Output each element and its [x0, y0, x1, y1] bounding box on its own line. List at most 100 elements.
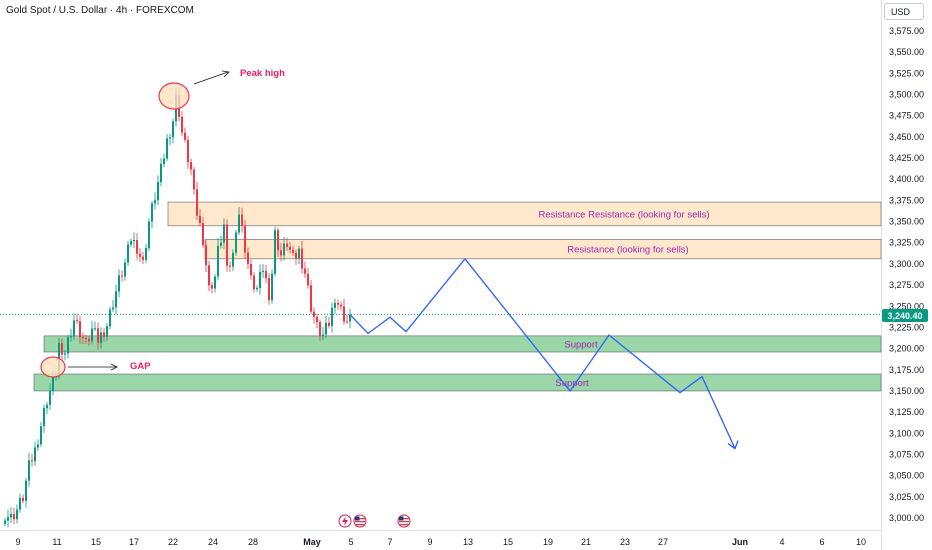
candle-body: [127, 244, 129, 263]
candle-body: [28, 460, 30, 481]
time-tick-label: 6: [819, 537, 824, 547]
us-flag-stripes-2: [355, 521, 365, 523]
price-tick-label: 3,550.00: [889, 47, 924, 57]
candle-body: [34, 447, 36, 462]
candle-body: [262, 270, 264, 272]
candle-body: [259, 271, 261, 288]
zones-layer: Resistance Resistance (looking for sells…: [33, 201, 882, 392]
candle-body: [133, 240, 135, 242]
candle-body: [13, 513, 15, 520]
price-tick-label: 3,200.00: [889, 344, 924, 354]
candle-body: [217, 245, 219, 277]
candle-body: [298, 248, 300, 259]
price-tick-label: 3,250.00: [889, 301, 924, 311]
price-tick-label: 3,475.00: [889, 111, 924, 121]
price-tick-label: 3,500.00: [889, 90, 924, 100]
event-icons[interactable]: [338, 514, 411, 528]
time-tick-label: 15: [503, 537, 513, 547]
resistance-zone[interactable]: [167, 201, 882, 227]
peak-arrow: [193, 71, 229, 85]
price-tick-label: 3,525.00: [889, 68, 924, 78]
support-zone[interactable]: [43, 335, 882, 353]
candle-body: [208, 265, 210, 286]
candle-body: [334, 302, 336, 308]
candle-body: [307, 273, 309, 286]
candle-body: [283, 243, 285, 256]
candle-body: [151, 203, 153, 222]
candle-body: [163, 158, 165, 164]
lightning-glyph: [342, 516, 348, 526]
resistance-zone-label: Resistance Resistance (looking for sells…: [538, 209, 709, 220]
peak-arrow-head: [221, 70, 230, 78]
candle-body: [61, 343, 63, 355]
candle-body: [169, 137, 171, 139]
candle-body: [88, 338, 90, 342]
time-tick-label: 22: [168, 537, 178, 547]
candle-body: [64, 353, 66, 355]
candle-body: [130, 241, 132, 245]
price-axis-labels: 3,000.00 3,025.00 3,050.00 3,075.00 3,100.00…: [889, 26, 924, 523]
price-tick-label: 3,150.00: [889, 386, 924, 396]
time-tick-label: 10: [856, 537, 866, 547]
candle-body: [181, 116, 183, 133]
candle-body: [226, 224, 228, 266]
candle-body: [268, 278, 270, 301]
candle-body: [349, 314, 351, 322]
us-flag-stripes-b: [399, 518, 409, 520]
candle-body: [220, 242, 222, 246]
time-axis-labels: 9 11 15 17 22 24 28 May 5 7 9 13 15 19 21 23 27 Jun 4 6 10: [15, 537, 866, 547]
price-tick-label: 3,100.00: [889, 428, 924, 438]
candle-body: [46, 404, 48, 409]
candle-body: [148, 221, 150, 249]
candle-body: [76, 320, 78, 322]
candle-body: [22, 497, 24, 501]
candle-body: [97, 328, 99, 343]
candle-body: [73, 320, 75, 337]
currency-button[interactable]: USD: [884, 3, 924, 20]
candle-body: [337, 302, 339, 305]
candle-body: [112, 307, 114, 310]
candle-body: [10, 513, 12, 518]
time-tick-label: Jun: [732, 537, 748, 547]
resistance-zone[interactable]: [204, 239, 882, 260]
us-flag-canton: [355, 516, 360, 521]
candles-layer: [4, 87, 351, 528]
symbol-title[interactable]: Gold Spot / U.S. Dollar · 4h · FOREXCOM: [6, 5, 194, 16]
candle-body: [40, 426, 42, 445]
candle-body: [142, 256, 144, 260]
projection-arrow-head: [727, 440, 739, 450]
candle-body: [325, 322, 327, 335]
projection-path: [349, 257, 736, 449]
gap-arrow-head: [110, 363, 118, 371]
candle-body: [343, 306, 345, 322]
candle-body: [52, 377, 54, 391]
candle-body: [184, 132, 186, 140]
last-price-tag: 3,240.40: [882, 309, 928, 322]
candle-body: [310, 285, 312, 312]
us-flag-stripes-b3: [399, 524, 409, 526]
price-tick-label: 3,325.00: [889, 238, 924, 248]
time-tick-label: 23: [620, 537, 630, 547]
support-zone-label: Support: [564, 339, 598, 350]
peak-circle: [158, 82, 190, 110]
candle-body: [139, 253, 141, 257]
support-zone[interactable]: [33, 373, 882, 392]
candle-body: [154, 200, 156, 204]
candle-body: [241, 214, 243, 226]
candle-body: [271, 273, 273, 301]
candle-body: [31, 460, 33, 462]
candle-body: [211, 285, 213, 289]
candle-body: [118, 275, 120, 292]
price-tick-label: 3,125.00: [889, 407, 924, 417]
us-flag-stripes-b2: [399, 521, 409, 523]
gap-circle: [40, 356, 66, 378]
candle-body: [70, 336, 72, 338]
candle-body: [43, 408, 45, 427]
candle-body: [166, 138, 168, 159]
time-tick-label: 5: [348, 537, 353, 547]
candle-body: [238, 214, 240, 233]
candle-body: [250, 263, 252, 276]
candle-body: [340, 304, 342, 307]
candle-body: [253, 275, 255, 290]
